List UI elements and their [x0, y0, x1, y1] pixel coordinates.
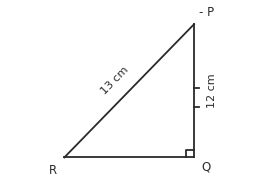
Text: 12 cm: 12 cm [207, 74, 217, 108]
Text: Q: Q [201, 161, 210, 174]
Text: - P: - P [199, 6, 214, 19]
Text: 13 cm: 13 cm [100, 64, 131, 96]
Text: R: R [49, 165, 57, 178]
